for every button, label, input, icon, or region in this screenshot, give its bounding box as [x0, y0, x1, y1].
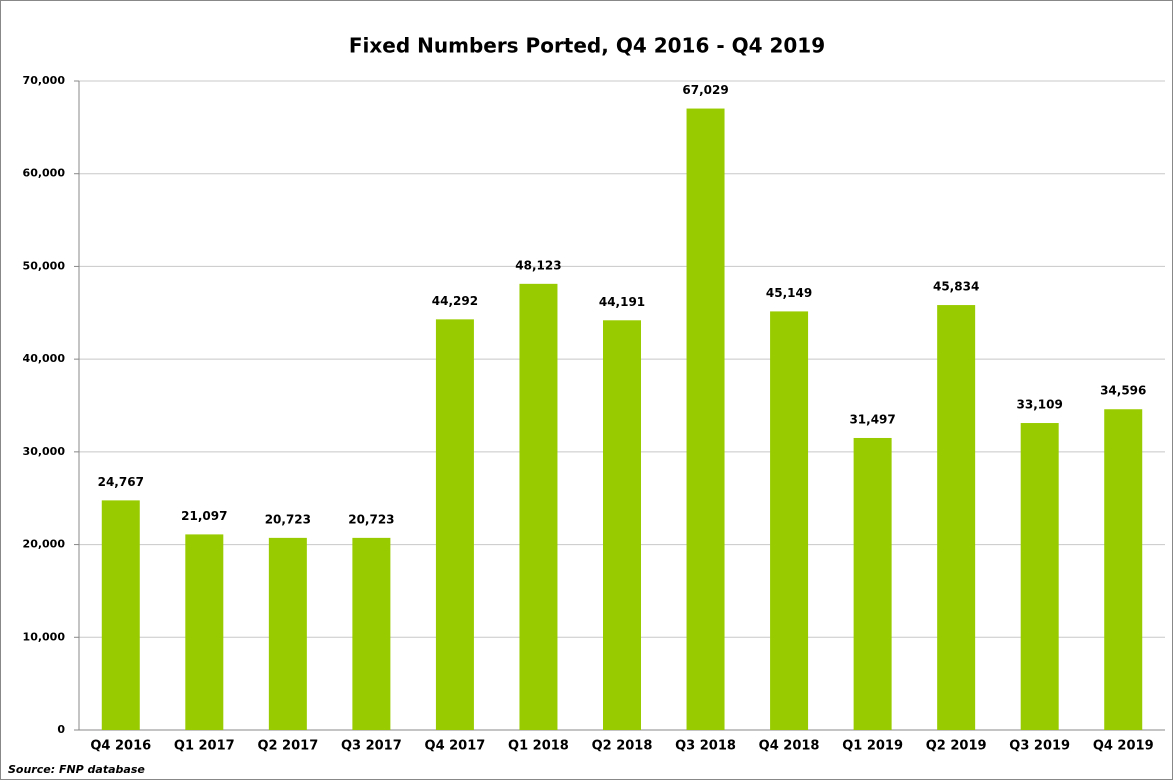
bar: [1104, 409, 1143, 730]
value-label: 21,097: [181, 509, 227, 523]
x-tick-label: Q3 2017: [341, 739, 402, 754]
y-tick-label: 10,000: [23, 630, 66, 643]
bar: [937, 305, 976, 730]
x-tick-label: Q4 2016: [90, 739, 151, 754]
value-label: 20,723: [265, 512, 311, 526]
x-tick-label: Q4 2018: [759, 739, 820, 754]
y-tick-label: 30,000: [23, 445, 66, 458]
value-label: 44,191: [599, 295, 645, 309]
bar: [185, 534, 224, 730]
source-note: Source: FNP database: [8, 763, 145, 776]
value-label: 44,292: [432, 294, 478, 308]
x-tick-label: Q1 2019: [842, 739, 903, 754]
value-label: 34,596: [1100, 384, 1146, 398]
x-tick-label: Q2 2017: [257, 739, 318, 754]
x-tick-label: Q2 2019: [926, 739, 987, 754]
value-label: 45,149: [766, 286, 812, 300]
bar: [519, 283, 558, 730]
bar: [1020, 423, 1059, 730]
value-label: 20,723: [348, 512, 394, 526]
x-tick-label: Q4 2019: [1093, 739, 1154, 754]
x-tick-label: Q4 2017: [425, 739, 486, 754]
bar: [268, 537, 307, 730]
value-label: 45,834: [933, 280, 979, 294]
y-tick-label: 70,000: [23, 74, 66, 87]
y-tick-label: 0: [57, 723, 65, 736]
x-tick-label: Q1 2018: [508, 739, 569, 754]
bar: [603, 320, 641, 730]
x-tick-label: Q1 2017: [174, 739, 235, 754]
bar: [853, 437, 892, 730]
y-tick-label: 60,000: [23, 167, 66, 180]
bar: [435, 319, 474, 730]
value-label: 24,767: [98, 475, 144, 489]
y-tick-label: 40,000: [23, 352, 66, 365]
value-label: 33,109: [1017, 398, 1063, 412]
value-label: 48,123: [515, 258, 561, 272]
value-label: 31,497: [849, 412, 895, 426]
chart-title: Fixed Numbers Ported, Q4 2016 - Q4 2019: [349, 34, 825, 58]
y-tick-label: 20,000: [23, 538, 66, 551]
x-tick-label: Q3 2019: [1009, 739, 1070, 754]
x-tick-label: Q2 2018: [592, 739, 653, 754]
value-label: 67,029: [682, 83, 728, 97]
bar: [686, 108, 725, 731]
bar: [352, 537, 391, 730]
x-tick-label: Q3 2018: [675, 739, 736, 754]
bar: [770, 311, 809, 730]
y-tick-label: 50,000: [23, 259, 66, 272]
bar: [101, 500, 140, 730]
